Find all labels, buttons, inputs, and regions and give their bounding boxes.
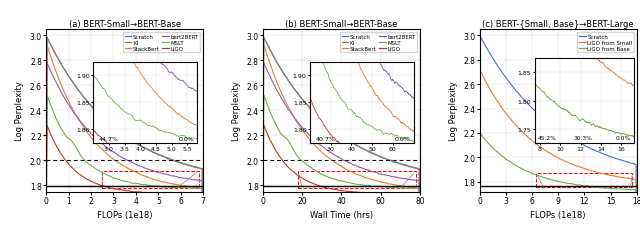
Legend: Scratch, KI, StackBert, bert2BERT, MSLT, LiGO: Scratch, KI, StackBert, bert2BERT, MSLT,… <box>123 33 200 53</box>
Title: (b) BERT-Small→BERT-Base: (b) BERT-Small→BERT-Base <box>285 20 397 29</box>
X-axis label: FLOPs (1e18): FLOPs (1e18) <box>531 210 586 219</box>
Bar <box>536 173 632 188</box>
Title: (c) BERT-{Small, Base}→BERT-Large: (c) BERT-{Small, Base}→BERT-Large <box>483 20 634 29</box>
Y-axis label: Log Perplexity: Log Perplexity <box>15 81 24 141</box>
Title: (a) BERT-Small→BERT-Base: (a) BERT-Small→BERT-Base <box>68 20 180 29</box>
Legend: Scratch, KI, StackBert, bert2BERT, MSLT, LiGO: Scratch, KI, StackBert, bert2BERT, MSLT,… <box>340 33 417 53</box>
X-axis label: Wall Time (hrs): Wall Time (hrs) <box>310 210 373 219</box>
Bar <box>298 171 416 189</box>
Y-axis label: Log Perplexity: Log Perplexity <box>449 81 458 141</box>
Legend: Scratch, LiGO from Small, LiGO from Base: Scratch, LiGO from Small, LiGO from Base <box>577 33 634 53</box>
X-axis label: FLOPs (1e18): FLOPs (1e18) <box>97 210 152 219</box>
Bar <box>102 171 198 189</box>
Y-axis label: Log Perplexity: Log Perplexity <box>232 81 241 141</box>
